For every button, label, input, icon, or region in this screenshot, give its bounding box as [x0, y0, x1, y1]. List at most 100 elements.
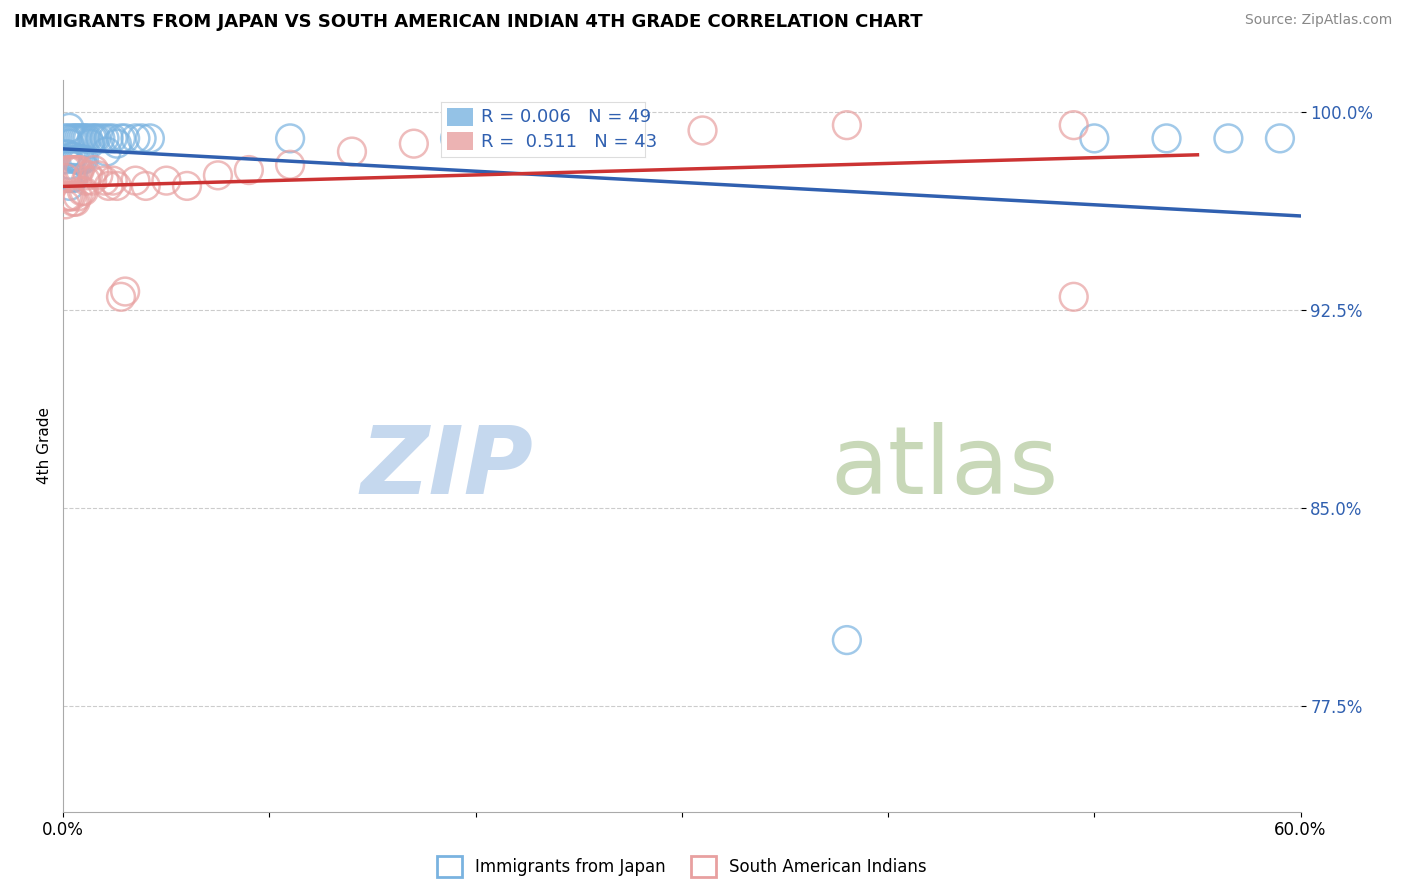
Point: [60, 150, 83, 164]
Point: [58, 163, 80, 178]
Point: [65, 131, 87, 145]
Point: [105, 136, 128, 151]
Point: [568, 123, 591, 137]
Point: [82, 131, 104, 145]
Point: [87, 169, 110, 183]
Point: [124, 131, 146, 145]
Point: [97, 178, 120, 193]
Point: [82, 173, 104, 187]
Point: [238, 163, 260, 178]
Point: [83, 131, 105, 145]
Point: [53, 197, 76, 211]
Point: [139, 131, 162, 145]
Point: [56, 171, 79, 186]
Point: [1268, 131, 1291, 145]
Point: [1156, 131, 1178, 145]
Point: [83, 163, 105, 178]
Point: [62, 163, 84, 178]
Point: [110, 131, 132, 145]
Point: [65, 153, 87, 167]
Text: atlas: atlas: [831, 422, 1059, 514]
Text: IMMIGRANTS FROM JAPAN VS SOUTH AMERICAN INDIAN 4TH GRADE CORRELATION CHART: IMMIGRANTS FROM JAPAN VS SOUTH AMERICAN …: [14, 13, 922, 31]
Point: [176, 178, 198, 193]
Point: [58, 189, 80, 203]
Point: [58, 136, 80, 151]
Point: [62, 171, 84, 186]
Point: [96, 145, 118, 159]
Point: [340, 145, 363, 159]
Point: [65, 194, 87, 209]
Point: [131, 131, 153, 145]
Point: [62, 150, 84, 164]
Point: [114, 285, 136, 299]
Point: [66, 189, 89, 203]
Point: [835, 118, 858, 132]
Point: [444, 131, 467, 145]
Point: [835, 633, 858, 648]
Point: [53, 153, 76, 167]
Point: [77, 131, 100, 145]
Point: [56, 147, 79, 161]
Y-axis label: 4th Grade: 4th Grade: [37, 408, 52, 484]
Point: [62, 194, 84, 209]
Point: [84, 131, 107, 145]
Point: [124, 173, 146, 187]
Point: [93, 173, 115, 187]
Point: [69, 163, 91, 178]
Point: [58, 158, 80, 172]
Point: [66, 153, 89, 167]
Text: R =  0.511   N = 43: R = 0.511 N = 43: [481, 133, 658, 151]
Point: [1083, 131, 1105, 145]
Point: [97, 131, 120, 145]
Point: [105, 178, 128, 193]
Point: [75, 131, 97, 145]
Point: [101, 131, 124, 145]
Legend: Immigrants from Japan, South American Indians: Immigrants from Japan, South American In…: [437, 856, 927, 877]
Point: [278, 131, 301, 145]
Point: [692, 123, 714, 137]
Point: [114, 131, 136, 145]
Point: [70, 184, 93, 198]
Point: [56, 163, 79, 178]
Point: [58, 120, 80, 135]
Point: [60, 171, 83, 186]
Point: [73, 153, 96, 167]
Point: [77, 169, 100, 183]
Text: Source: ZipAtlas.com: Source: ZipAtlas.com: [1244, 13, 1392, 28]
Point: [69, 131, 91, 145]
Point: [93, 131, 115, 145]
Point: [89, 131, 111, 145]
Point: [70, 131, 93, 145]
Text: R = 0.006   N = 49: R = 0.006 N = 49: [481, 108, 651, 126]
Point: [58, 178, 80, 193]
Bar: [447, 132, 474, 151]
Point: [75, 173, 97, 187]
Point: [135, 178, 157, 193]
Point: [56, 189, 79, 203]
Point: [1218, 131, 1240, 145]
Point: [1063, 118, 1085, 132]
Point: [62, 131, 84, 145]
Text: ZIP: ZIP: [360, 422, 533, 514]
Point: [65, 163, 87, 178]
Point: [60, 189, 83, 203]
Point: [110, 290, 132, 304]
Bar: [447, 108, 474, 126]
Point: [70, 153, 93, 167]
Point: [101, 173, 124, 187]
Point: [66, 131, 89, 145]
Point: [66, 163, 89, 178]
Point: [79, 136, 101, 151]
Point: [53, 171, 76, 186]
Point: [73, 131, 96, 145]
Point: [60, 131, 83, 145]
Point: [60, 163, 83, 178]
Point: [402, 136, 425, 151]
Point: [464, 131, 486, 145]
Point: [53, 131, 76, 145]
Point: [69, 153, 91, 167]
Point: [1063, 290, 1085, 304]
Point: [207, 169, 229, 183]
Point: [56, 131, 79, 145]
Point: [73, 184, 96, 198]
